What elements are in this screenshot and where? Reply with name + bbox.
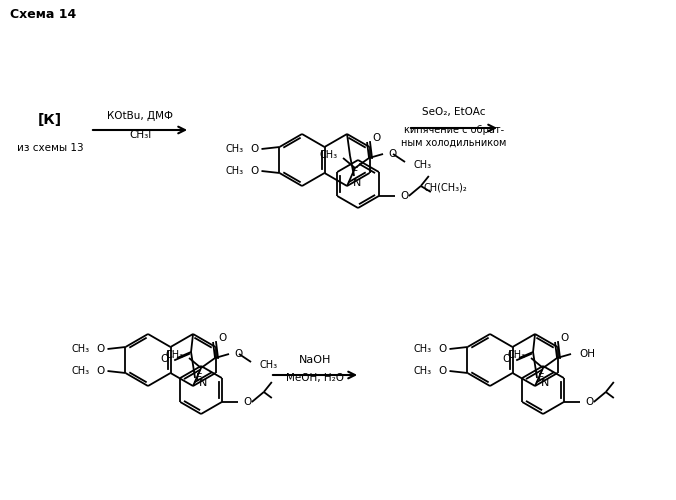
Text: CH₃: CH₃: [225, 166, 243, 176]
Text: CH₃: CH₃: [166, 350, 184, 360]
Text: CH(CH₃)₂: CH(CH₃)₂: [424, 183, 468, 193]
Text: CH₃: CH₃: [72, 344, 89, 354]
Text: CH₃: CH₃: [413, 344, 431, 354]
Text: O: O: [97, 344, 105, 354]
Text: CH₃: CH₃: [225, 144, 243, 154]
Text: O: O: [161, 354, 169, 364]
Text: O: O: [97, 366, 105, 376]
Text: CH₃: CH₃: [72, 366, 89, 376]
Text: O: O: [244, 397, 252, 407]
Text: CH₃: CH₃: [413, 160, 431, 170]
Text: SeO₂, EtOAc: SeO₂, EtOAc: [422, 107, 486, 117]
Text: CH₃: CH₃: [508, 350, 526, 360]
Text: O: O: [234, 349, 242, 359]
Text: CH₃: CH₃: [259, 360, 277, 370]
Text: CH₃I: CH₃I: [129, 130, 151, 140]
Text: O: O: [250, 144, 259, 154]
Text: [К]: [К]: [38, 113, 62, 127]
Text: N: N: [199, 378, 208, 388]
Text: O: O: [401, 191, 409, 201]
Text: ным холодильником: ным холодильником: [402, 138, 507, 148]
Text: O: O: [586, 397, 594, 407]
Text: O: O: [218, 333, 226, 343]
Text: из схемы 13: из схемы 13: [17, 143, 83, 153]
Text: CH₃: CH₃: [413, 366, 431, 376]
Text: N: N: [353, 178, 362, 188]
Text: O: O: [438, 366, 447, 376]
Text: O: O: [438, 344, 447, 354]
Text: O: O: [388, 149, 396, 159]
Text: O: O: [250, 166, 259, 176]
Text: O: O: [372, 133, 381, 143]
Text: F: F: [196, 373, 202, 383]
Text: O: O: [503, 354, 511, 364]
Text: CH₃: CH₃: [320, 150, 338, 160]
Text: OH: OH: [579, 349, 595, 359]
Text: NaOH: NaOH: [299, 355, 331, 365]
Text: F: F: [352, 167, 358, 177]
Text: Схема 14: Схема 14: [10, 8, 76, 20]
Text: F: F: [538, 373, 544, 383]
Text: кипячение с обрат-: кипячение с обрат-: [404, 125, 504, 135]
Text: O: O: [560, 333, 569, 343]
Text: КОtBu, ДМФ: КОtBu, ДМФ: [107, 111, 173, 121]
Text: MeOH, H₂O: MeOH, H₂O: [286, 373, 344, 383]
Text: N: N: [541, 378, 550, 388]
